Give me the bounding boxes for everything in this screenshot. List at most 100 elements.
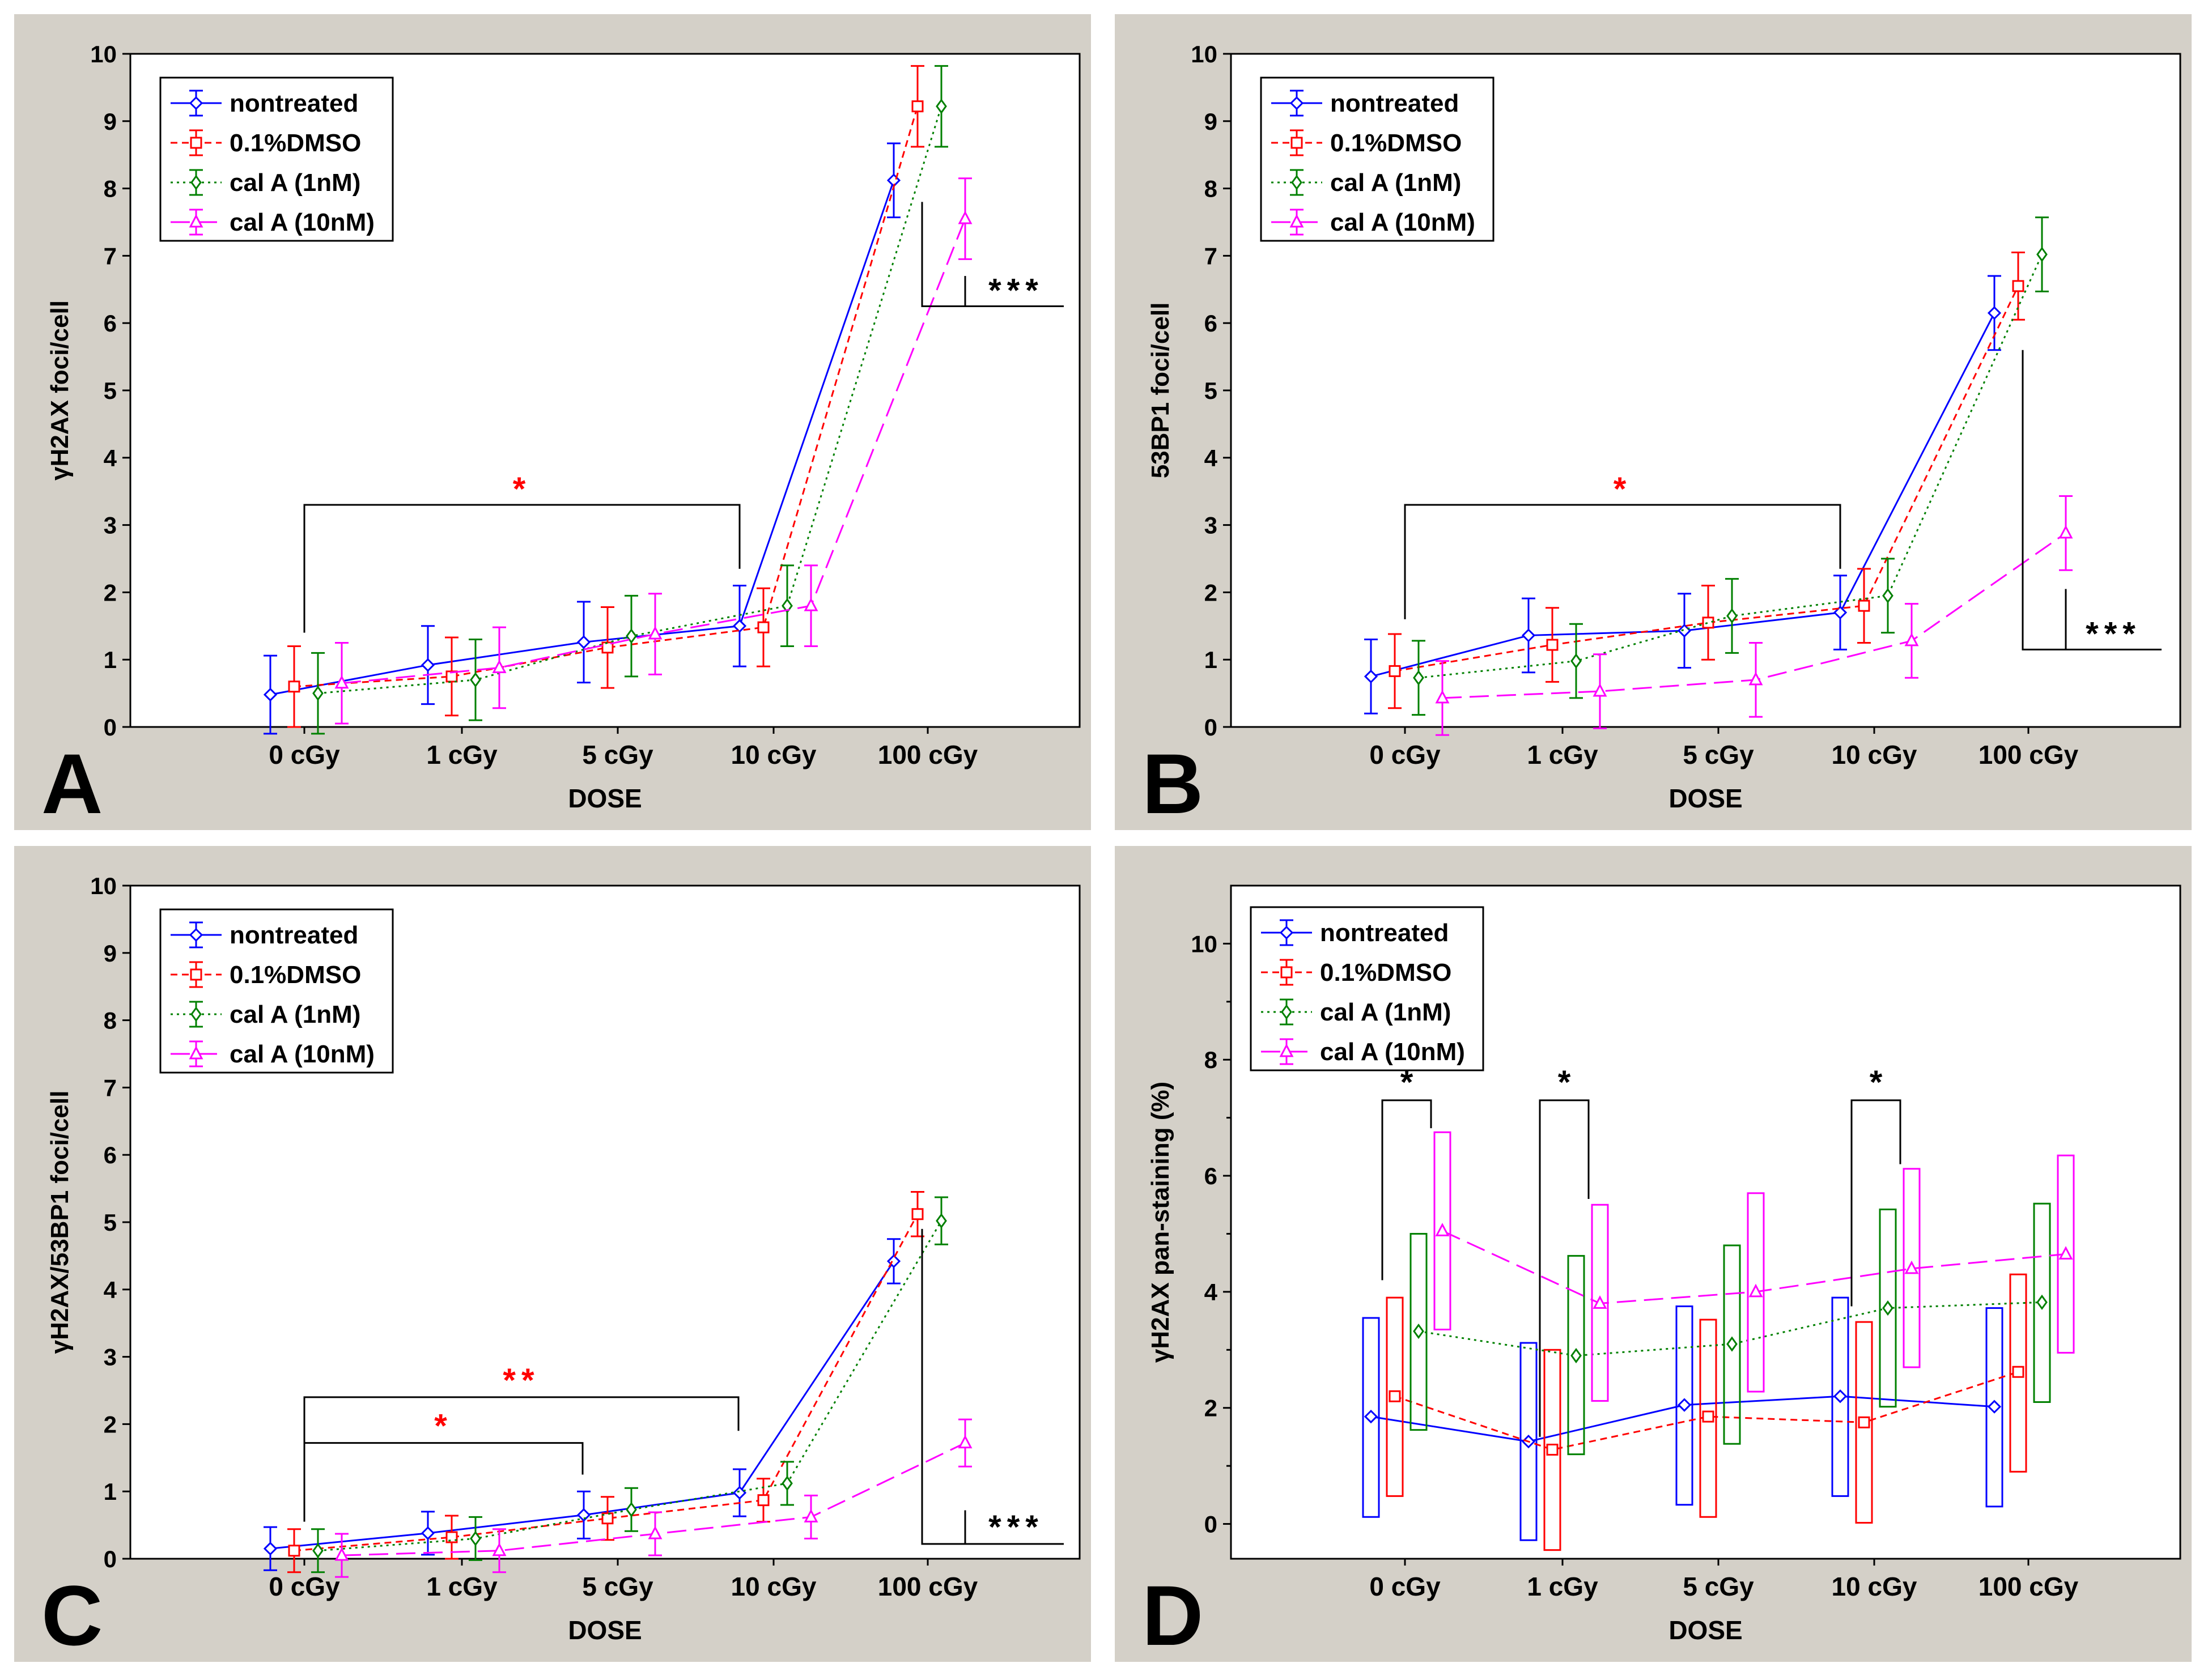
y-tick-label: 10: [90, 41, 117, 67]
data-box: [1567, 1254, 1585, 1456]
series-3: [1435, 495, 2073, 736]
x-tick-label: 10 cGy: [1832, 740, 1917, 769]
series-line: [1394, 1371, 2019, 1451]
data-point: [732, 619, 747, 633]
legend-marker: [1281, 1004, 1292, 1020]
data-point: [312, 686, 324, 701]
data-point: [601, 641, 614, 654]
y-tick-label: 10: [1191, 930, 1217, 957]
x-tick-label: 0 cGy: [1369, 740, 1441, 769]
legend-label: cal A (10nM): [1330, 209, 1475, 236]
x-tick-label: 100 cGy: [1979, 740, 2079, 769]
legend-marker: [190, 968, 202, 981]
y-tick-label: 4: [104, 1277, 117, 1303]
x-tick-label: 1 cGy: [426, 1572, 498, 1601]
series-line: [1418, 1301, 2043, 1357]
data-point: [1726, 1336, 1738, 1352]
series-line: [1394, 286, 2019, 672]
panel-letter: B: [1142, 736, 1203, 830]
x-tick-label: 0 cGy: [269, 740, 340, 769]
x-tick-label: 5 cGy: [1683, 740, 1754, 769]
data-point: [1987, 1400, 2002, 1414]
sig-star: ***: [988, 1509, 1044, 1546]
x-tick-label: 1 cGy: [1527, 1572, 1598, 1601]
y-tick-label: 10: [1191, 41, 1217, 67]
y-tick-label: 3: [104, 512, 117, 539]
y-tick-label: 5: [104, 377, 117, 404]
y-tick-label: 6: [1204, 310, 1217, 337]
legend-marker: [189, 96, 203, 110]
panel-letter: D: [1142, 1568, 1203, 1662]
data-point: [334, 1547, 349, 1561]
data-point: [288, 680, 300, 693]
series-2: [311, 65, 948, 735]
sig-star: *: [1614, 471, 1632, 508]
data-point: [757, 621, 770, 633]
legend-label: nontreated: [1330, 90, 1459, 117]
y-tick-label: 1: [104, 1478, 117, 1505]
data-point: [576, 1508, 591, 1522]
data-point: [312, 1543, 324, 1559]
data-box: [1409, 1232, 1428, 1431]
data-point: [1389, 665, 1401, 677]
data-point: [1546, 1443, 1559, 1456]
y-axis-label: γH2AX/53BP1 foci/cell: [46, 1091, 74, 1354]
series-1: [1386, 1273, 2027, 1551]
data-point: [1833, 605, 1848, 620]
series-0: [1364, 275, 2002, 714]
y-tick-label: 6: [104, 310, 117, 337]
data-box: [1433, 1131, 1451, 1330]
data-point: [1748, 1283, 1763, 1298]
y-tick-label: 4: [1204, 1279, 1218, 1305]
x-tick-label: 5 cGy: [582, 740, 653, 769]
y-tick-label: 9: [1204, 108, 1217, 135]
legend-marker: [1279, 1043, 1294, 1057]
y-tick-label: 9: [104, 108, 117, 135]
legend-marker: [189, 214, 203, 228]
sig-bracket: [1404, 504, 1841, 619]
sig-bracket: [303, 1396, 740, 1522]
data-point: [1546, 639, 1559, 651]
data-point: [1882, 588, 1893, 603]
y-tick-label: 5: [104, 1209, 117, 1236]
data-box: [2009, 1273, 2027, 1473]
series-0: [1362, 1296, 2003, 1541]
data-point: [1413, 670, 1424, 686]
y-tick-label: 6: [104, 1142, 117, 1168]
data-point: [445, 670, 458, 683]
x-axis-label: DOSE: [1668, 784, 1742, 813]
x-tick-label: 10 cGy: [731, 740, 817, 769]
legend-marker: [1280, 966, 1293, 979]
data-box: [1699, 1319, 1717, 1518]
sig-star: *: [1558, 1064, 1571, 1101]
data-box: [1985, 1307, 2003, 1508]
data-point: [470, 1530, 481, 1546]
y-tick-label: 7: [1204, 243, 1217, 269]
series-3: [1433, 1131, 2075, 1402]
y-axis-label: γH2AX foci/cell: [46, 300, 74, 480]
legend-marker: [1289, 96, 1304, 110]
y-tick-label: 5: [1204, 377, 1217, 404]
y-tick-label: 0: [1204, 1511, 1217, 1538]
y-tick-label: 8: [1204, 176, 1217, 202]
x-tick-label: 10 cGy: [1832, 1572, 1917, 1601]
series-0: [263, 142, 901, 735]
y-tick-label: 7: [104, 243, 117, 269]
x-tick-label: 10 cGy: [731, 1572, 817, 1601]
series-2: [1409, 1202, 2051, 1456]
x-axis-label: DOSE: [1668, 1615, 1742, 1645]
legend-label: 0.1%DMSO: [1320, 959, 1451, 986]
y-tick-label: 1: [1204, 647, 1217, 673]
y-tick-label: 7: [104, 1074, 117, 1101]
data-point: [1521, 628, 1536, 643]
legend-label: nontreated: [230, 90, 358, 117]
legend-label: 0.1%DMSO: [230, 129, 361, 157]
series-1: [1388, 251, 2025, 709]
data-point: [1364, 1409, 1378, 1424]
legend-label: nontreated: [1320, 919, 1449, 947]
y-tick-label: 0: [104, 1546, 117, 1572]
x-tick-label: 0 cGy: [1369, 1572, 1441, 1601]
y-tick-label: 2: [104, 1411, 117, 1437]
y-tick-label: 3: [104, 1344, 117, 1371]
